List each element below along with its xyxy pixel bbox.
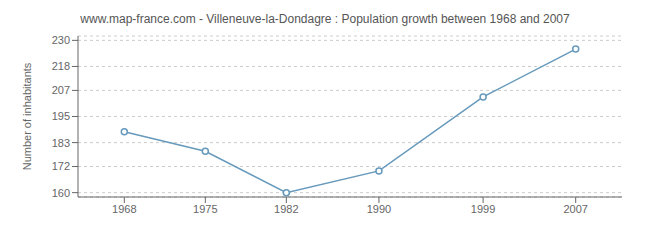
svg-text:207: 207 [52,84,70,96]
svg-text:195: 195 [52,110,70,122]
svg-text:172: 172 [52,160,70,172]
svg-text:1982: 1982 [274,203,298,215]
html-text:www.map-france.com - Villeneuv: www.map-france.com - Villeneuve-la-Donda… [80,12,570,26]
svg-text:218: 218 [52,60,70,72]
svg-text:1968: 1968 [112,203,136,215]
svg-text:1999: 1999 [471,203,495,215]
svg-text:183: 183 [52,137,70,149]
svg-text:1975: 1975 [193,203,217,215]
svg-text:1990: 1990 [367,203,391,215]
svg-text:160: 160 [52,187,70,199]
svg-text:230: 230 [52,34,70,46]
svg-text:Number of inhabitants: Number of inhabitants [21,62,33,170]
svg-text:2007: 2007 [563,203,587,215]
